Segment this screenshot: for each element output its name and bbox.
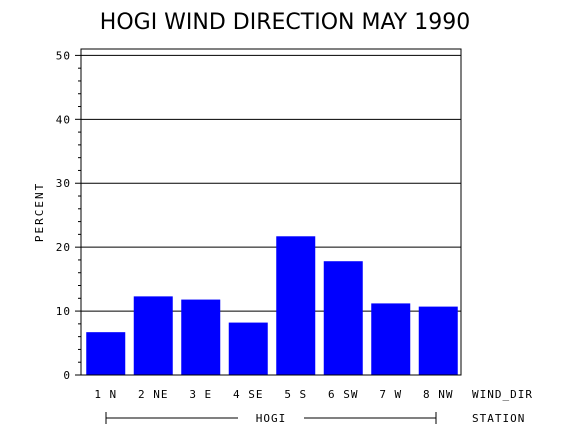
x-tick-label: 2 NE (138, 388, 169, 401)
bar (418, 306, 458, 375)
x-tick-label: 8 NW (423, 388, 454, 401)
chart-title: HOGI WIND DIRECTION MAY 1990 (100, 10, 470, 35)
y-tick-label: 0 (63, 369, 71, 382)
x-tick-label: 4 SE (233, 388, 264, 401)
x-tick-label: 6 SW (328, 388, 359, 401)
x-tick-label: 7 W (379, 388, 402, 401)
bar (133, 296, 173, 375)
y-tick-label: 30 (56, 177, 71, 190)
x-axis-label: WIND_DIR (472, 388, 533, 401)
x-tick-label: 1 N (94, 388, 117, 401)
group-label: HOGI (256, 412, 287, 425)
x-axis-ticks: 1 N 2 NE 3 E 4 SE 5 S 6 SW 7 W 8 NW (94, 388, 454, 401)
x-tick-label: 5 S (284, 388, 307, 401)
bar (371, 303, 411, 375)
bars (86, 236, 458, 375)
bar (86, 332, 126, 375)
x-tick-label: 3 E (189, 388, 212, 401)
y-axis: 0 10 20 30 40 50 (56, 49, 81, 382)
y-tick-label: 10 (56, 305, 71, 318)
y-tick-label: 40 (56, 113, 71, 126)
bar (276, 236, 316, 375)
bar (181, 299, 221, 375)
bar (323, 261, 363, 375)
y-axis-label: PERCENT (33, 182, 46, 242)
group-axis-label: STATION (472, 412, 525, 425)
y-tick-label: 50 (56, 49, 71, 62)
plot-frame (80, 48, 462, 376)
y-tick-label: 20 (56, 241, 71, 254)
bar (228, 322, 268, 375)
grid-lines (81, 54, 461, 312)
